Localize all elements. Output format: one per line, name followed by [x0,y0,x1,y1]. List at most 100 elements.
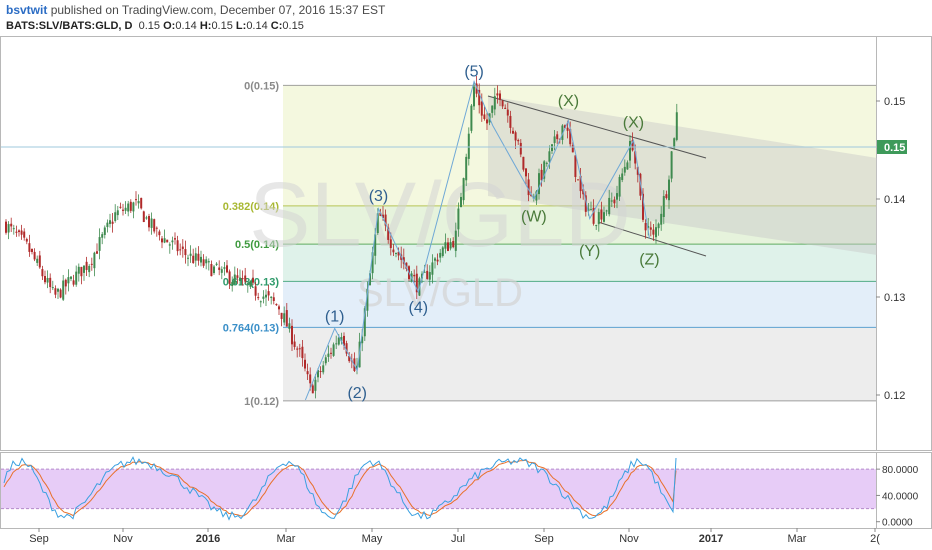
candle[interactable] [207,258,210,271]
candle[interactable] [662,190,665,225]
candle[interactable] [275,303,278,306]
candle[interactable] [231,276,234,292]
channel-upper-line[interactable] [487,95,707,159]
candle[interactable] [280,312,283,327]
candle[interactable] [285,303,288,327]
candle[interactable] [132,201,135,219]
candle[interactable] [311,383,314,394]
candle[interactable] [462,177,465,205]
candle[interactable] [397,247,400,261]
candle[interactable] [652,223,655,241]
candle[interactable] [501,99,504,110]
candle[interactable] [317,368,319,383]
candle[interactable] [20,224,23,240]
candle[interactable] [584,191,587,217]
candle[interactable] [626,160,629,170]
candle[interactable] [163,229,166,244]
candle[interactable] [168,242,171,254]
stoch-k-line[interactable] [3,456,677,521]
author-link[interactable]: bsvtwit [6,3,48,17]
candle[interactable] [124,201,127,215]
candle[interactable] [15,225,18,237]
candle[interactable] [577,179,579,181]
candle[interactable] [228,269,231,289]
candle[interactable] [389,232,392,256]
candle[interactable] [309,367,312,391]
candle[interactable] [668,175,670,209]
candle[interactable] [579,168,582,199]
candle[interactable] [254,282,257,301]
candle[interactable] [213,264,215,275]
candle[interactable] [51,280,54,291]
candle[interactable] [431,254,434,284]
candle[interactable] [574,155,577,183]
candle[interactable] [603,206,605,223]
candle[interactable] [236,268,239,284]
wave-zigzag[interactable] [304,79,650,401]
candle[interactable] [64,278,67,295]
candle[interactable] [36,255,39,266]
candle[interactable] [59,288,62,299]
candle[interactable] [67,269,70,292]
candle[interactable] [140,197,143,210]
candle[interactable] [439,248,442,263]
candle[interactable] [25,237,28,245]
candle[interactable] [665,190,668,200]
candle[interactable] [454,222,457,258]
candle[interactable] [644,219,647,239]
candle[interactable] [215,262,218,266]
candle[interactable] [114,204,117,223]
candle[interactable] [629,135,631,168]
candle[interactable] [306,363,309,380]
candle[interactable] [522,156,525,172]
candle[interactable] [415,265,418,300]
candle[interactable] [28,234,31,257]
candle[interactable] [70,276,72,282]
candle[interactable] [72,274,75,287]
candle[interactable] [538,168,540,200]
candle[interactable] [605,209,608,216]
candle[interactable] [356,357,358,375]
candle[interactable] [345,340,348,357]
candle[interactable] [267,284,270,301]
candle[interactable] [519,139,522,158]
candle[interactable] [444,233,447,254]
candle[interactable] [675,103,678,142]
candle[interactable] [101,231,104,245]
candle[interactable] [226,260,228,274]
candle[interactable] [202,254,205,268]
candle[interactable] [517,138,520,145]
candle[interactable] [265,289,267,306]
candle[interactable] [460,192,462,208]
candle[interactable] [106,219,109,233]
candle[interactable] [153,218,156,234]
candle[interactable] [366,281,369,317]
candle[interactable] [57,287,59,299]
candle[interactable] [343,332,345,350]
candle[interactable] [171,236,174,250]
candle[interactable] [119,202,122,209]
candle[interactable] [413,269,416,283]
candle[interactable] [85,256,88,276]
candle[interactable] [54,285,57,299]
candle[interactable] [590,201,592,211]
candle[interactable] [262,290,265,304]
candle[interactable] [506,102,509,123]
candle[interactable] [220,266,223,280]
candle[interactable] [525,168,527,185]
candle[interactable] [288,317,291,333]
candle[interactable] [49,273,52,294]
candle[interactable] [241,270,244,286]
candle[interactable] [200,250,202,267]
candle[interactable] [31,248,33,255]
stoch-axis[interactable] [876,452,932,529]
candle[interactable] [80,266,83,285]
candle[interactable] [327,345,330,362]
candle[interactable] [272,292,275,305]
candle[interactable] [670,151,673,183]
candles[interactable] [5,75,678,399]
candle[interactable] [283,306,286,326]
candle[interactable] [491,105,494,118]
candle[interactable] [109,213,111,228]
candle[interactable] [392,244,395,257]
